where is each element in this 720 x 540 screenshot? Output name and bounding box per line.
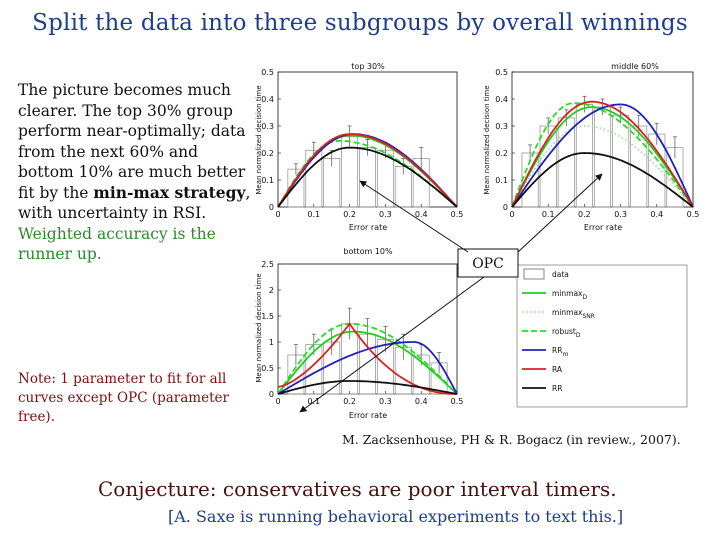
citation: M. Zacksenhouse, PH & R. Bogacz (in revi… xyxy=(342,432,681,447)
series-line-minmaxD xyxy=(277,330,458,395)
opc-arrow-top xyxy=(359,180,469,253)
x-tick-label: 0 xyxy=(275,397,280,406)
x-tick-label: 0.2 xyxy=(343,210,356,219)
x-tick-label: 0.4 xyxy=(650,210,663,219)
x-tick-label: 0 xyxy=(509,210,514,219)
x-tick-label: 0.2 xyxy=(578,210,591,219)
series-line-RR xyxy=(277,380,458,395)
y-tick-label: 0.3 xyxy=(261,122,274,131)
y-tick-label: 0.1 xyxy=(495,176,508,185)
x-tick-label: 0.2 xyxy=(343,397,356,406)
opc-callout: OPC xyxy=(299,173,603,413)
legend-box xyxy=(516,264,688,408)
legend-swatch-data xyxy=(523,268,545,280)
main-text-bold: min-max strategy xyxy=(93,182,246,202)
x-tick-label: 0 xyxy=(275,210,280,219)
y-tick-label: 1.5 xyxy=(261,312,274,321)
plot-middle-ylabel: Mean normalized decision time xyxy=(483,85,491,194)
series-line-RR xyxy=(511,152,694,208)
plot-top-xlabel: Error rate xyxy=(349,223,387,232)
legend-label-RR: RR xyxy=(552,384,562,393)
plot-middle-xlabel: Error rate xyxy=(584,223,622,232)
opc-label: OPC xyxy=(472,256,504,272)
plot-bottom-xlabel: Error rate xyxy=(349,411,387,420)
series-line-RRm xyxy=(277,341,458,395)
y-tick-label: 1 xyxy=(269,338,274,347)
x-tick-label: 0.5 xyxy=(687,210,700,219)
opc-box xyxy=(457,248,519,278)
x-tick-label: 0.4 xyxy=(415,210,428,219)
note-text: Note: 1 parameter to fit for all curves … xyxy=(18,371,229,425)
main-text-green: Weighted accuracy is the runner up. xyxy=(18,224,216,264)
y-tick-label: 0.4 xyxy=(495,95,508,104)
main-text-part2: , with uncertainty in RSI. xyxy=(18,183,251,223)
main-text: The picture becomes much clearer. The to… xyxy=(18,80,256,265)
x-tick-label: 0.5 xyxy=(451,210,464,219)
legend-label-RA: RA xyxy=(552,365,563,374)
y-tick-label: 0.5 xyxy=(261,364,274,373)
conjecture: Conjecture: conservatives are poor inter… xyxy=(98,477,617,501)
main-text-part1: The picture becomes much clearer. The to… xyxy=(18,81,246,202)
x-tick-label: 0.3 xyxy=(379,210,392,219)
y-tick-label: 0.5 xyxy=(261,68,274,77)
legend-subscript: SNR xyxy=(582,313,594,320)
x-tick-label: 0.1 xyxy=(307,210,320,219)
series-line-robustD xyxy=(511,102,694,208)
y-tick-label: 0.4 xyxy=(261,95,274,104)
series-line-RA xyxy=(277,133,458,208)
plot-bottom-title: bottom 10% xyxy=(343,247,393,256)
legend-label-data: data xyxy=(552,270,569,279)
plot-bottom: bottom 10% Mean normalized decision time… xyxy=(255,247,463,420)
plot-top-title: top 30% xyxy=(351,62,385,71)
experiment-note: [A. Saxe is running behavioral experimen… xyxy=(168,507,624,526)
plot-middle: middle 60% Mean normalized decision time… xyxy=(483,62,699,232)
y-tick-label: 0 xyxy=(269,390,274,399)
legend-subscript: D xyxy=(576,332,581,339)
y-tick-label: 0.5 xyxy=(495,68,508,77)
x-tick-label: 0.4 xyxy=(415,397,428,406)
y-tick-label: 0 xyxy=(503,203,508,212)
plot-bottom-ylabel: Mean normalized decision time xyxy=(255,273,263,382)
opc-arrow-bottom xyxy=(299,276,485,413)
y-tick-label: 0.2 xyxy=(495,149,508,158)
plot-top-ylabel: Mean normalized decision time xyxy=(255,85,263,194)
series-line-RRm xyxy=(511,103,694,208)
y-tick-label: 0.1 xyxy=(261,176,274,185)
slide-title: Split the data into three subgroups by o… xyxy=(32,10,688,36)
x-tick-label: 0.5 xyxy=(451,397,464,406)
legend-subscript: D xyxy=(582,294,587,301)
plot-top: top 30% Mean normalized decision time Er… xyxy=(255,62,463,232)
series-line-RR xyxy=(277,146,458,208)
y-tick-label: 0 xyxy=(269,203,274,212)
y-tick-label: 0.2 xyxy=(261,149,274,158)
legend-subscript: m xyxy=(562,351,568,358)
series-line-robustD xyxy=(277,322,458,395)
y-tick-label: 2 xyxy=(269,286,274,295)
plot-middle-title: middle 60% xyxy=(611,62,659,71)
series-line-RA xyxy=(277,322,457,395)
x-tick-label: 0.1 xyxy=(542,210,555,219)
opc-arrow-middle xyxy=(517,173,603,253)
series-line-RA xyxy=(511,100,694,208)
x-tick-label: 0.3 xyxy=(614,210,627,219)
y-tick-label: 2.5 xyxy=(261,260,274,269)
x-tick-label: 0.3 xyxy=(379,397,392,406)
y-tick-label: 0.3 xyxy=(495,122,508,131)
